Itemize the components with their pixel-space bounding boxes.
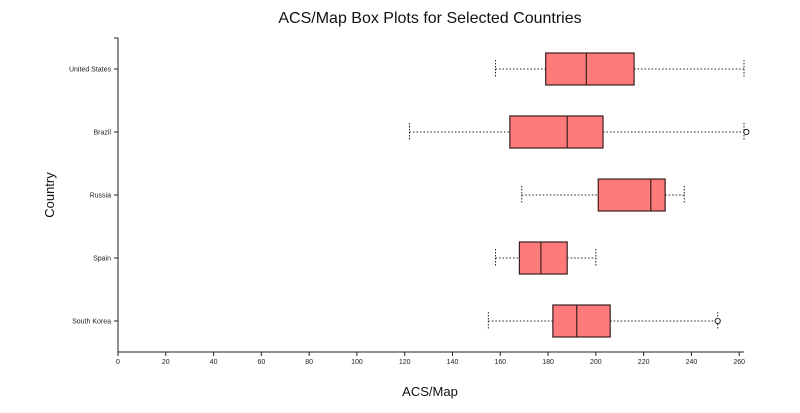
x-tick-label: 180 bbox=[542, 359, 554, 366]
chart-title: ACS/Map Box Plots for Selected Countries bbox=[278, 10, 581, 27]
x-tick-label: 160 bbox=[494, 359, 506, 366]
plot-area: 0 20 40 60 80 100 120 140 160 180 200 220 240 260 Unit… bbox=[69, 37, 750, 366]
y-tick-label-russia: Russia bbox=[90, 193, 112, 200]
x-tick-label: 100 bbox=[351, 359, 363, 366]
x-tick-label: 40 bbox=[210, 359, 218, 366]
x-tick-label: 260 bbox=[733, 359, 745, 366]
y-tick-label-spain: Spain bbox=[93, 256, 111, 263]
y-tick-label-south-korea: South Korea bbox=[72, 319, 111, 326]
x-axis-title: ACS/Map bbox=[402, 384, 458, 399]
box-brazil bbox=[509, 115, 604, 149]
x-tick-label: 240 bbox=[686, 359, 698, 366]
y-tick-label-united-states: United States bbox=[69, 67, 112, 74]
x-tick-label: 140 bbox=[447, 359, 459, 366]
x-tick-label: 200 bbox=[590, 359, 602, 366]
outlier-south-korea bbox=[714, 317, 721, 325]
box-south-korea bbox=[552, 304, 611, 338]
x-tick-label: 60 bbox=[257, 359, 265, 366]
outlier-brazil bbox=[743, 128, 750, 136]
y-tick-label-brazil: Brazil bbox=[93, 130, 111, 137]
x-tick-label: 120 bbox=[399, 359, 411, 366]
x-tick-label: 0 bbox=[116, 359, 120, 366]
y-axis-title: Country bbox=[42, 172, 57, 218]
box-united-states bbox=[545, 52, 635, 86]
x-tick-label: 20 bbox=[162, 359, 170, 366]
x-tick-label: 80 bbox=[305, 359, 313, 366]
box-russia bbox=[597, 178, 666, 212]
x-tick-label: 220 bbox=[638, 359, 650, 366]
box-spain bbox=[518, 241, 568, 275]
